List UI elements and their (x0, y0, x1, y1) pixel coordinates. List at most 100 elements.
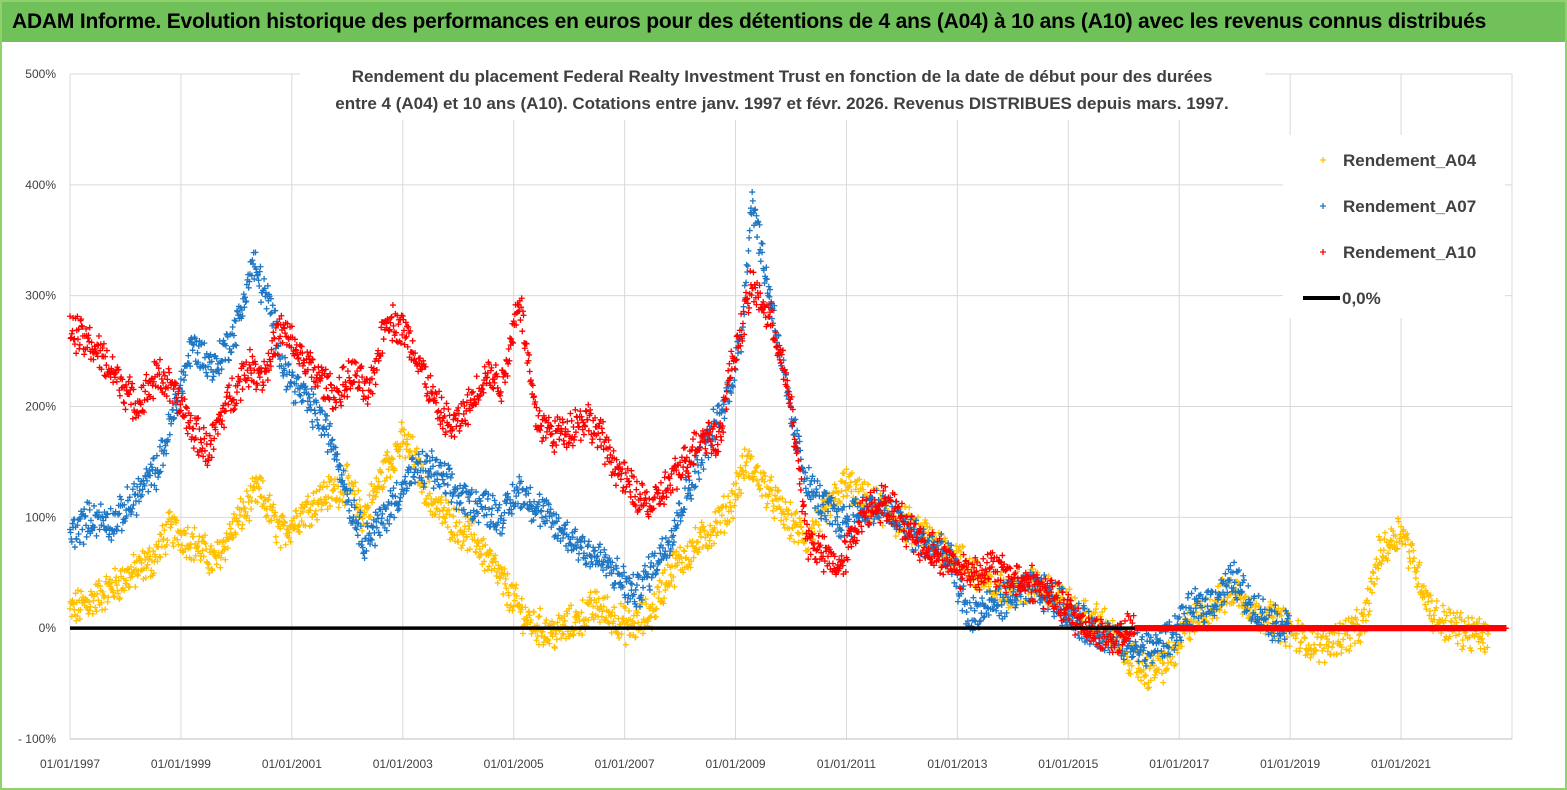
data-point (251, 484, 258, 491)
data-point (352, 479, 359, 486)
data-point (665, 538, 672, 545)
data-point (559, 630, 566, 637)
data-point (585, 538, 592, 545)
data-point (745, 247, 752, 254)
data-point (256, 485, 263, 492)
data-point (680, 569, 687, 576)
data-point (336, 374, 343, 381)
data-point (1410, 547, 1417, 554)
data-point (768, 473, 775, 480)
data-point (387, 473, 394, 480)
data-point (1406, 548, 1413, 555)
data-point (368, 481, 375, 488)
data-point (492, 558, 499, 565)
data-point (1377, 537, 1384, 544)
data-point (701, 527, 708, 534)
data-point (232, 531, 239, 538)
data-point (272, 533, 279, 540)
data-point (662, 587, 669, 594)
data-point (471, 531, 478, 538)
data-point (246, 517, 253, 524)
data-point (527, 617, 534, 624)
data-point (282, 330, 289, 337)
data-point (108, 579, 115, 586)
data-point (150, 548, 157, 555)
data-point (590, 603, 597, 610)
data-point (642, 596, 649, 603)
data-point (763, 504, 770, 511)
data-point (196, 426, 203, 433)
chart-series (67, 189, 1509, 692)
data-point (143, 371, 150, 378)
data-point (1380, 547, 1387, 554)
data-point (484, 566, 491, 573)
data-point (287, 538, 294, 545)
data-point (429, 383, 436, 390)
data-point (461, 528, 468, 535)
data-point (265, 496, 272, 503)
data-point (396, 453, 403, 460)
data-point (599, 608, 606, 615)
data-point (726, 519, 733, 526)
data-point (906, 504, 913, 511)
data-point (634, 609, 641, 616)
data-point (536, 491, 543, 498)
data-point (340, 363, 347, 370)
data-point (490, 555, 497, 562)
data-point (1317, 641, 1324, 648)
data-point (258, 299, 265, 306)
data-point (643, 601, 650, 608)
data-point (611, 612, 618, 619)
data-point (432, 511, 439, 518)
data-point (616, 634, 623, 641)
data-point (712, 508, 719, 515)
data-point (791, 538, 798, 545)
data-point (488, 511, 495, 518)
data-point (596, 541, 603, 548)
data-point (760, 470, 767, 477)
data-point (486, 563, 493, 570)
data-point (265, 350, 272, 357)
x-tick-label: 01/01/2003 (373, 757, 433, 771)
data-point (372, 381, 379, 388)
data-point (81, 351, 88, 358)
data-point (355, 487, 362, 494)
data-point (198, 439, 205, 446)
data-point (1135, 658, 1142, 665)
data-point (816, 528, 823, 535)
data-point (423, 384, 430, 391)
data-point (551, 644, 558, 651)
data-point (533, 637, 540, 644)
data-point (234, 389, 241, 396)
data-point (423, 452, 430, 459)
data-point (743, 459, 750, 466)
data-point (160, 462, 167, 469)
data-point (319, 484, 326, 491)
data-point (473, 373, 480, 380)
data-point (694, 538, 701, 545)
data-point (853, 481, 860, 488)
data-point (1318, 634, 1325, 641)
data-point (1456, 631, 1462, 638)
data-point (576, 630, 583, 637)
data-point (254, 499, 261, 506)
data-point (746, 227, 753, 234)
data-point (1301, 635, 1308, 642)
data-point (324, 506, 331, 513)
data-point (578, 609, 585, 616)
data-point (83, 533, 90, 540)
data-point (272, 509, 279, 516)
data-point (76, 616, 83, 623)
data-point (593, 588, 600, 595)
data-point (523, 614, 530, 621)
data-point (1093, 600, 1100, 607)
data-point (518, 595, 525, 602)
data-point (1160, 679, 1167, 686)
data-point (227, 525, 234, 532)
data-point (641, 562, 648, 569)
data-point (481, 558, 488, 565)
data-point (375, 478, 382, 485)
data-point (263, 506, 270, 513)
data-point (195, 415, 202, 422)
data-point (229, 375, 236, 382)
